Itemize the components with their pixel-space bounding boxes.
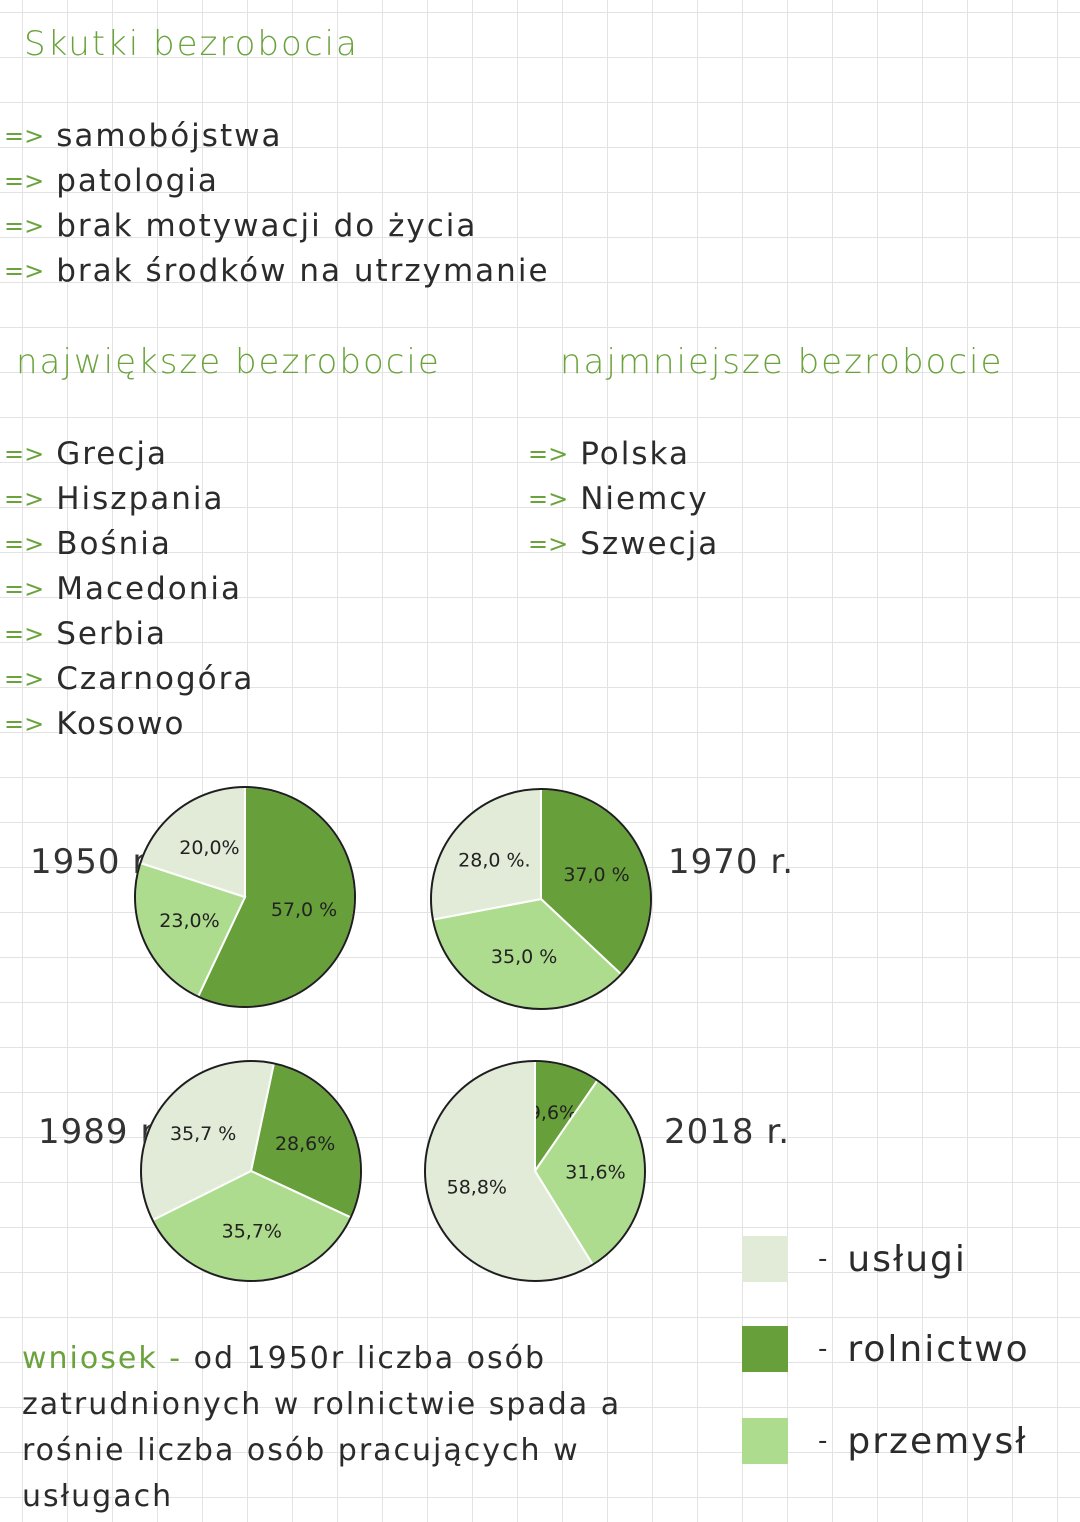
arrow-icon: => <box>4 710 45 738</box>
list-item: => Hiszpania <box>4 477 254 522</box>
list-item: => Macedonia <box>4 567 254 612</box>
arrow-icon: => <box>528 440 569 468</box>
lowest-list: => Polska => Niemcy => Szwecja <box>528 432 719 567</box>
arrow-icon: => <box>4 440 45 468</box>
list-item: => samobójstwa <box>4 114 550 159</box>
legend-swatch <box>742 1236 788 1282</box>
pie-outline <box>134 786 356 1008</box>
legend-item: - przemysł <box>742 1418 1027 1464</box>
pie-year-label: 1970 r. <box>668 842 794 882</box>
arrow-icon: => <box>4 167 45 195</box>
arrow-icon: => <box>4 530 45 558</box>
pie-outline <box>140 1060 362 1282</box>
pie-value-label: 35,7% <box>222 1220 282 1242</box>
arrow-icon: => <box>4 665 45 693</box>
conclusion-body: od 1950r liczba osób zatrudnionych w rol… <box>22 1341 622 1514</box>
pie-value-label: 58,8% <box>447 1177 507 1199</box>
list-item: => brak środków na utrzymanie <box>4 249 550 294</box>
pie-value-label: 28,0 %. <box>458 849 530 871</box>
list-item: => Polska <box>528 432 719 477</box>
pie-outline <box>430 788 652 1010</box>
legend-label: rolnictwo <box>847 1328 1030 1370</box>
list-item: => Serbia <box>4 612 254 657</box>
highest-heading: największe bezrobocie <box>16 342 441 382</box>
pie-chart-2018: 9,6% 31,6% 58,8% <box>424 1059 646 1282</box>
legend-item: - rolnictwo <box>742 1326 1030 1372</box>
legend-swatch <box>742 1326 788 1372</box>
list-item: => Kosowo <box>4 702 254 747</box>
pie-value-label: 20,0% <box>179 837 239 859</box>
conclusion-lead: wniosek - <box>22 1341 183 1376</box>
list-item: => Grecja <box>4 432 254 477</box>
pie-chart-1970: 37,0 % 35,0 % 28,0 %. <box>430 787 652 1010</box>
arrow-icon: => <box>4 485 45 513</box>
legend-label: przemysł <box>847 1420 1028 1462</box>
arrow-icon: => <box>4 575 45 603</box>
list-item: => patologia <box>4 159 550 204</box>
pie-chart-1989: 28,6% 35,7% 35,7 % <box>139 1060 362 1282</box>
pie-value-label: 35,7 % <box>170 1123 236 1145</box>
legend-item: - usługi <box>742 1236 967 1282</box>
pie-year-label: 1950 r. <box>30 842 156 882</box>
page-title: Skutki bezrobocia <box>24 24 359 64</box>
pie-year-label: 2018 r. <box>664 1112 790 1152</box>
legend-swatch <box>742 1418 788 1464</box>
arrow-icon: => <box>4 620 45 648</box>
arrow-icon: => <box>528 530 569 558</box>
arrow-icon: => <box>528 485 569 513</box>
pie-value-label: 9,6% <box>529 1102 577 1124</box>
list-item: => Szwecja <box>528 522 719 567</box>
lowest-heading: najmniejsze bezrobocie <box>560 342 1004 382</box>
arrow-icon: => <box>4 212 45 240</box>
list-item: => Czarnogóra <box>4 657 254 702</box>
highest-list: => Grecja => Hiszpania => Bośnia => Macedoni… <box>4 432 254 747</box>
list-item: => Bośnia <box>4 522 254 567</box>
legend-label: usługi <box>847 1238 967 1280</box>
pie-value-label: 28,6% <box>275 1133 335 1155</box>
pie-year-label: 1989 r. <box>38 1112 164 1152</box>
pie-value-label: 57,0 % <box>271 899 337 921</box>
effects-list: => samobójstwa => patologia => brak motywac… <box>4 114 550 294</box>
arrow-icon: => <box>4 122 45 150</box>
arrow-icon: => <box>4 257 45 285</box>
pie-chart-1950: 57,0 % 23,0% 20,0% <box>134 785 356 1008</box>
pie-outline <box>424 1060 646 1282</box>
pie-value-label: 35,0 % <box>491 946 557 968</box>
pie-value-label: 37,0 % <box>563 864 629 886</box>
conclusion-text: wniosek - od 1950r liczba osób zatrudnio… <box>22 1336 712 1520</box>
list-item: => brak motywacji do życia <box>4 204 550 249</box>
list-item: => Niemcy <box>528 477 719 522</box>
pie-value-label: 31,6% <box>565 1162 625 1184</box>
pie-value-label: 23,0% <box>159 910 219 932</box>
